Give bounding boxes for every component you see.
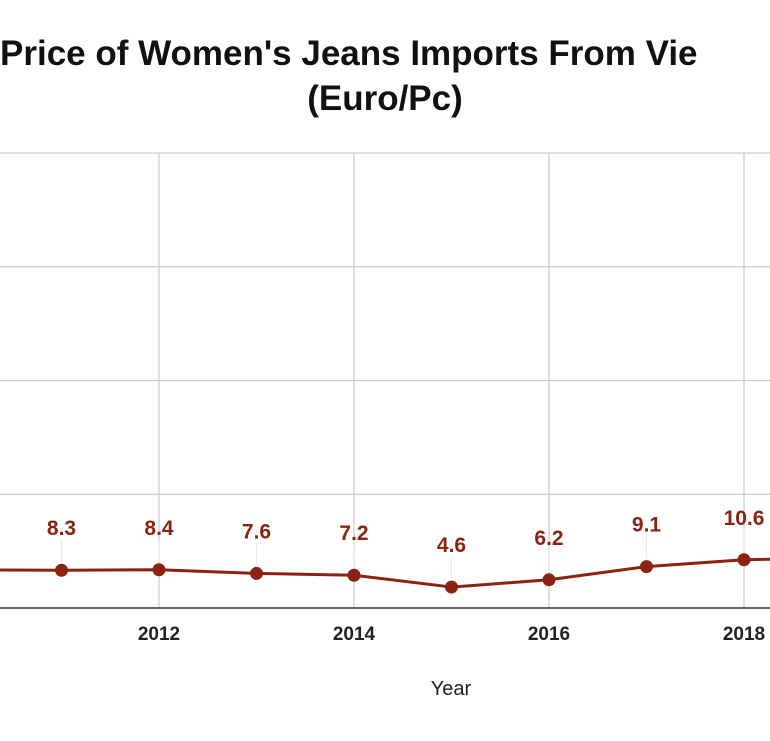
chart-title-line-2: (Euro/Pc): [307, 79, 463, 118]
data-point: [737, 553, 751, 567]
data-label: 10.6: [724, 507, 765, 530]
data-label: 7.6: [242, 520, 271, 543]
data-label: 9.1: [632, 514, 662, 537]
x-tick-label: 2012: [138, 624, 180, 645]
data-point: [152, 563, 166, 577]
x-axis-label: Year: [430, 678, 472, 700]
data-label: 4.6: [437, 534, 466, 557]
data-label: 7.2: [339, 522, 368, 545]
data-point: [542, 573, 556, 587]
data-label: 8.4: [144, 517, 174, 540]
data-label: 8.3: [47, 517, 76, 540]
chart-title-line-1: Price of Women's Jeans Imports From Vie: [0, 34, 698, 73]
data-point: [640, 560, 653, 574]
data-label: 6.2: [534, 527, 563, 550]
data-point: [55, 563, 68, 577]
x-tick-label: 2014: [333, 624, 376, 645]
x-tick-label: 2018: [723, 624, 765, 645]
data-point: [250, 566, 263, 580]
series-line: [0, 557, 770, 589]
x-tick-label: 2016: [528, 624, 570, 645]
data-point: [445, 580, 458, 594]
data-point: [347, 568, 361, 582]
